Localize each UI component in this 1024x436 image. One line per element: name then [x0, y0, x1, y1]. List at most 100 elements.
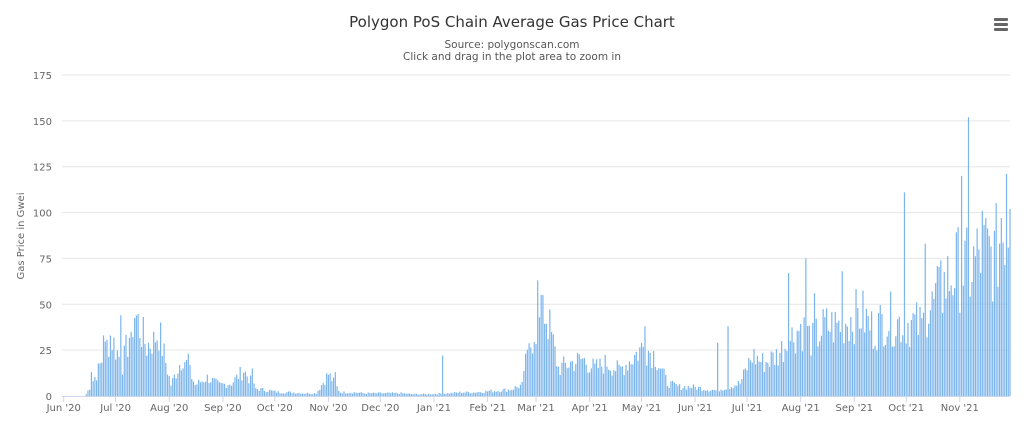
bar [480, 392, 482, 396]
bar [158, 350, 160, 396]
bar [288, 391, 290, 396]
bar [448, 393, 451, 396]
bar [270, 390, 272, 396]
bar [130, 331, 132, 396]
bar [665, 374, 667, 396]
bar [435, 394, 437, 396]
bar [768, 366, 771, 396]
bar [582, 358, 584, 396]
bar [307, 392, 309, 396]
bar [831, 312, 833, 396]
bar [563, 356, 565, 396]
bar [699, 387, 701, 396]
bar [921, 318, 923, 396]
hamburger-menu-icon[interactable] [992, 16, 1010, 32]
bar [116, 350, 118, 396]
bar [227, 385, 229, 396]
bar [421, 394, 423, 396]
bar [184, 362, 186, 396]
bar [319, 390, 321, 396]
bar [855, 288, 857, 396]
bar [365, 393, 368, 396]
bar [775, 349, 778, 396]
bar [872, 348, 874, 396]
bar [1004, 264, 1006, 396]
bar [336, 386, 338, 396]
bar [168, 376, 170, 396]
x-tick-label: May '21 [622, 403, 661, 414]
bar [153, 331, 155, 396]
bar [597, 367, 599, 396]
bar [590, 368, 592, 396]
bar [604, 355, 606, 396]
x-tick-label: Jul '20 [99, 403, 131, 414]
bar [701, 390, 703, 396]
bar [511, 389, 513, 396]
bar [165, 362, 167, 396]
bar [400, 392, 402, 396]
x-tick-label: Nov '20 [309, 403, 347, 414]
bar [713, 390, 715, 396]
bar [405, 393, 407, 396]
bar [905, 343, 907, 396]
bar [969, 296, 971, 396]
bar [684, 386, 686, 396]
bar [903, 192, 906, 396]
bar [128, 337, 131, 396]
bar [985, 218, 987, 396]
bar [303, 393, 305, 396]
bar [260, 388, 262, 396]
bar [993, 230, 996, 396]
bar [315, 394, 317, 396]
bar [668, 387, 670, 396]
bar [87, 390, 89, 396]
bar [654, 366, 656, 396]
bar [198, 379, 200, 396]
axes: 0 25 50 75 100 125 150 175 Jun '20 Jul '20 Aug '20… [33, 71, 1010, 414]
bar [179, 365, 181, 396]
x-tick-label: Aug '20 [150, 403, 188, 414]
bar [789, 340, 791, 396]
bar [222, 383, 224, 396]
bar [796, 330, 798, 396]
bar [710, 390, 712, 396]
bar [614, 371, 617, 396]
bar [812, 323, 814, 396]
bar [836, 322, 838, 396]
gridlines [62, 74, 1010, 351]
bar [822, 309, 824, 396]
bar [180, 370, 182, 396]
bar [416, 393, 418, 396]
bar [313, 393, 316, 396]
bar [265, 392, 267, 396]
bar [377, 392, 380, 396]
bar [815, 318, 817, 396]
bar [267, 391, 269, 396]
bar [431, 394, 433, 396]
bar [974, 256, 977, 396]
bar [526, 349, 528, 396]
bar [955, 232, 957, 396]
bar [500, 391, 503, 396]
bar [554, 346, 556, 396]
bar [262, 387, 264, 396]
bar [744, 368, 746, 396]
bar [774, 364, 776, 396]
bar [272, 390, 274, 396]
bar [820, 335, 823, 396]
bar [824, 316, 826, 396]
bar [960, 175, 963, 396]
bar [606, 366, 608, 396]
bar [296, 393, 298, 396]
bar [383, 393, 385, 396]
bar [677, 385, 679, 396]
bar [912, 313, 914, 396]
bar [718, 391, 720, 396]
bar [569, 361, 572, 396]
bar [992, 301, 994, 396]
bar [891, 346, 893, 396]
bar [948, 291, 951, 396]
bar [447, 393, 449, 396]
bar [407, 393, 409, 396]
